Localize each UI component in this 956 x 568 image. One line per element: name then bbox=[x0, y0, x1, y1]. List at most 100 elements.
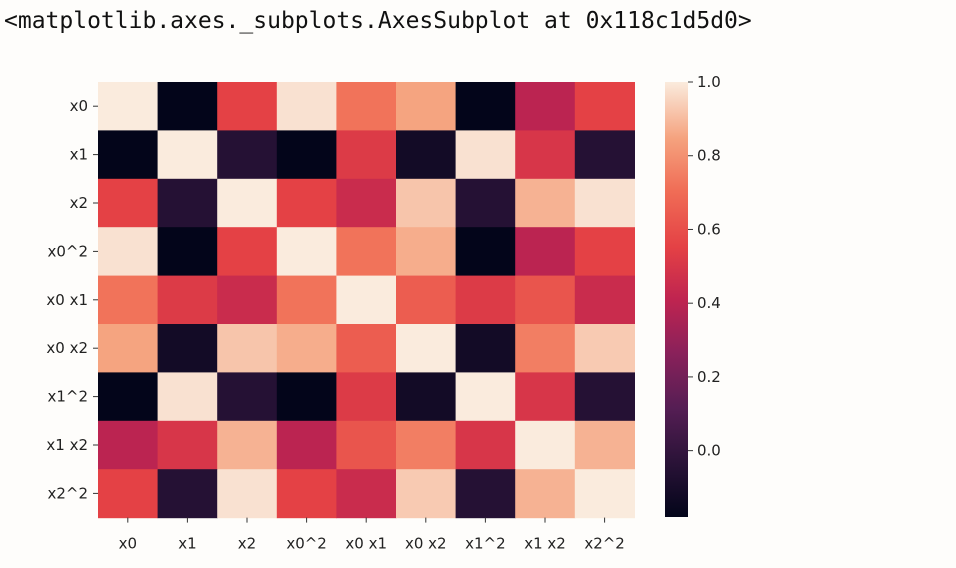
heatmap-cell bbox=[98, 227, 159, 277]
heatmap-cell bbox=[217, 420, 278, 470]
y-tick-label: x0 x1 bbox=[46, 291, 88, 309]
heatmap-cell bbox=[276, 178, 337, 228]
heatmap-cell bbox=[455, 275, 516, 325]
x-tick-label: x2^2 bbox=[584, 535, 625, 553]
heatmap-cell bbox=[276, 130, 337, 180]
heatmap-cell bbox=[98, 324, 159, 373]
colorbar-tick-label: 0.8 bbox=[697, 147, 721, 165]
heatmap-cell bbox=[396, 469, 457, 519]
heatmap-cell bbox=[455, 469, 516, 519]
heatmap-cell bbox=[217, 275, 278, 325]
heatmap-cell bbox=[336, 275, 397, 325]
heatmap-cell bbox=[98, 372, 159, 422]
heatmap-cell bbox=[336, 420, 397, 470]
heatmap-cell bbox=[157, 130, 218, 180]
heatmap-cell bbox=[396, 82, 457, 131]
heatmap-cell bbox=[157, 178, 218, 228]
y-tick-label: x0 bbox=[70, 97, 88, 115]
y-tick-label: x0^2 bbox=[47, 242, 88, 260]
heatmap-cell bbox=[217, 372, 278, 422]
heatmap-cell bbox=[574, 82, 635, 131]
heatmap-cell bbox=[574, 372, 635, 422]
heatmap-cell bbox=[455, 227, 516, 277]
heatmap-cell bbox=[455, 178, 516, 228]
heatmap-cell bbox=[98, 420, 159, 470]
y-tick-label: x2 bbox=[70, 194, 88, 212]
x-tick-label: x1 x2 bbox=[524, 535, 566, 553]
heatmap-cell bbox=[157, 420, 218, 470]
heatmap-cell bbox=[574, 227, 635, 277]
heatmap-cells bbox=[98, 82, 635, 519]
heatmap-cell bbox=[396, 178, 457, 228]
heatmap-cell bbox=[515, 372, 576, 422]
x-tick-label: x1^2 bbox=[465, 535, 506, 553]
heatmap-cell bbox=[336, 227, 397, 277]
heatmap-cell bbox=[396, 324, 457, 373]
heatmap-cell bbox=[98, 82, 159, 131]
heatmap-cell bbox=[396, 227, 457, 277]
x-tick-label: x0 x1 bbox=[345, 535, 387, 553]
y-tick-label: x1 bbox=[70, 146, 88, 164]
heatmap-cell bbox=[217, 178, 278, 228]
colorbar-tick-label: 1.0 bbox=[697, 73, 721, 91]
x-tick-label: x0 x2 bbox=[405, 535, 447, 553]
heatmap-cell bbox=[157, 469, 218, 519]
x-tick-labels: x0 x1 x2 x0^2 x0 x1 x0 x2 x1^2 x1 x2 x2^2 bbox=[119, 517, 625, 553]
heatmap-cell bbox=[515, 469, 576, 519]
heatmap-cell bbox=[574, 420, 635, 470]
heatmap-cell bbox=[276, 227, 337, 277]
heatmap-cell bbox=[515, 420, 576, 470]
heatmap-cell bbox=[217, 130, 278, 180]
y-tick-label: x1^2 bbox=[47, 388, 88, 406]
heatmap-cell bbox=[396, 275, 457, 325]
cell-output-text: <matplotlib.axes._subplots.AxesSubplot a… bbox=[4, 8, 752, 34]
heatmap-cell bbox=[276, 372, 337, 422]
heatmap-cell bbox=[217, 324, 278, 373]
heatmap-cell bbox=[157, 227, 218, 277]
heatmap-cell bbox=[98, 469, 159, 519]
heatmap-cell bbox=[98, 275, 159, 325]
heatmap-cell bbox=[336, 469, 397, 519]
heatmap-cell bbox=[276, 82, 337, 131]
heatmap-cell bbox=[574, 130, 635, 180]
heatmap-cell bbox=[276, 420, 337, 470]
heatmap-cell bbox=[515, 227, 576, 277]
heatmap-cell bbox=[157, 372, 218, 422]
heatmap-cell bbox=[157, 82, 218, 131]
colorbar-tick-label: 0.6 bbox=[697, 220, 721, 238]
colorbar-tick-label: 0.2 bbox=[697, 368, 721, 386]
heatmap-cell bbox=[336, 130, 397, 180]
heatmap-cell bbox=[515, 178, 576, 228]
y-tick-labels: x0 x1 x2 x0^2 x0 x1 x0 x2 x1^2 x1 x2 x2^2 bbox=[46, 97, 98, 502]
heatmap-cell bbox=[455, 130, 516, 180]
heatmap-cell bbox=[574, 178, 635, 228]
x-tick-label: x0 bbox=[119, 535, 137, 553]
heatmap-cell bbox=[455, 372, 516, 422]
y-tick-label: x2^2 bbox=[47, 484, 88, 502]
heatmap-cell bbox=[396, 372, 457, 422]
colorbar-tick-label: 0.4 bbox=[697, 294, 721, 312]
heatmap-cell bbox=[157, 324, 218, 373]
heatmap-cell bbox=[217, 227, 278, 277]
colorbar bbox=[665, 82, 688, 517]
heatmap-cell bbox=[396, 130, 457, 180]
heatmap-cell bbox=[515, 324, 576, 373]
heatmap-cell bbox=[217, 82, 278, 131]
y-tick-label: x1 x2 bbox=[46, 436, 88, 454]
x-tick-label: x1 bbox=[178, 535, 196, 553]
heatmap-cell bbox=[336, 372, 397, 422]
heatmap-cell bbox=[157, 275, 218, 325]
heatmap-cell bbox=[455, 82, 516, 131]
x-tick-label: x0^2 bbox=[286, 535, 327, 553]
heatmap-cell bbox=[574, 469, 635, 519]
heatmap-cell bbox=[336, 324, 397, 373]
colorbar-tick-label: 0.0 bbox=[697, 442, 721, 460]
heatmap-cell bbox=[336, 82, 397, 131]
heatmap-cell bbox=[276, 469, 337, 519]
heatmap-cell bbox=[98, 178, 159, 228]
heatmap-cell bbox=[455, 420, 516, 470]
heatmap-cell bbox=[276, 275, 337, 325]
x-tick-label: x2 bbox=[238, 535, 256, 553]
heatmap-cell bbox=[515, 82, 576, 131]
